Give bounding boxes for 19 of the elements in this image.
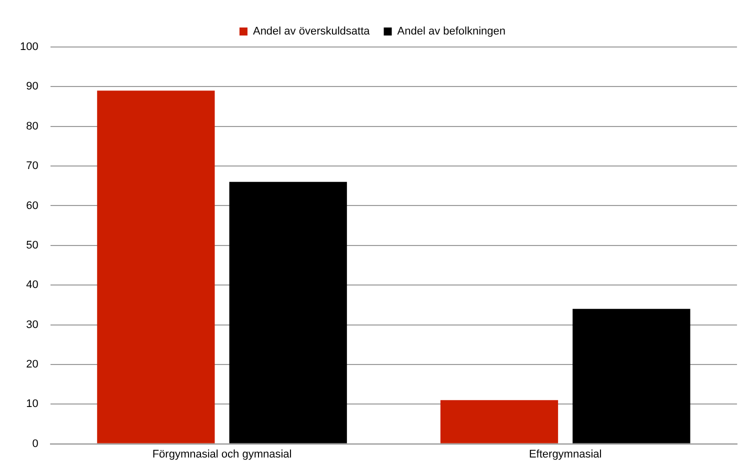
y-tick-label: 80 bbox=[26, 120, 38, 132]
y-tick-label: 20 bbox=[26, 358, 38, 370]
y-tick-label: 50 bbox=[26, 239, 38, 252]
y-tick-label: 90 bbox=[26, 80, 38, 93]
y-tick-label: 30 bbox=[26, 318, 38, 331]
y-tick-label: 100 bbox=[20, 41, 38, 54]
y-tick-label: 10 bbox=[26, 398, 38, 410]
y-tick-label: 0 bbox=[32, 438, 38, 450]
y-tick-label: 40 bbox=[26, 279, 38, 292]
legend-label: Andel av överskuldsatta bbox=[252, 26, 371, 38]
bar bbox=[97, 90, 215, 444]
legend-label: Andel av befolkningen bbox=[397, 26, 506, 38]
bar bbox=[229, 182, 347, 444]
y-tick-label: 70 bbox=[26, 160, 38, 172]
x-tick-label: Förgymnasial och gymnasial bbox=[152, 448, 292, 460]
x-tick-label: Eftergymnasial bbox=[528, 448, 602, 460]
bar bbox=[572, 308, 690, 444]
y-tick-label: 60 bbox=[26, 200, 38, 212]
bar bbox=[440, 400, 558, 444]
